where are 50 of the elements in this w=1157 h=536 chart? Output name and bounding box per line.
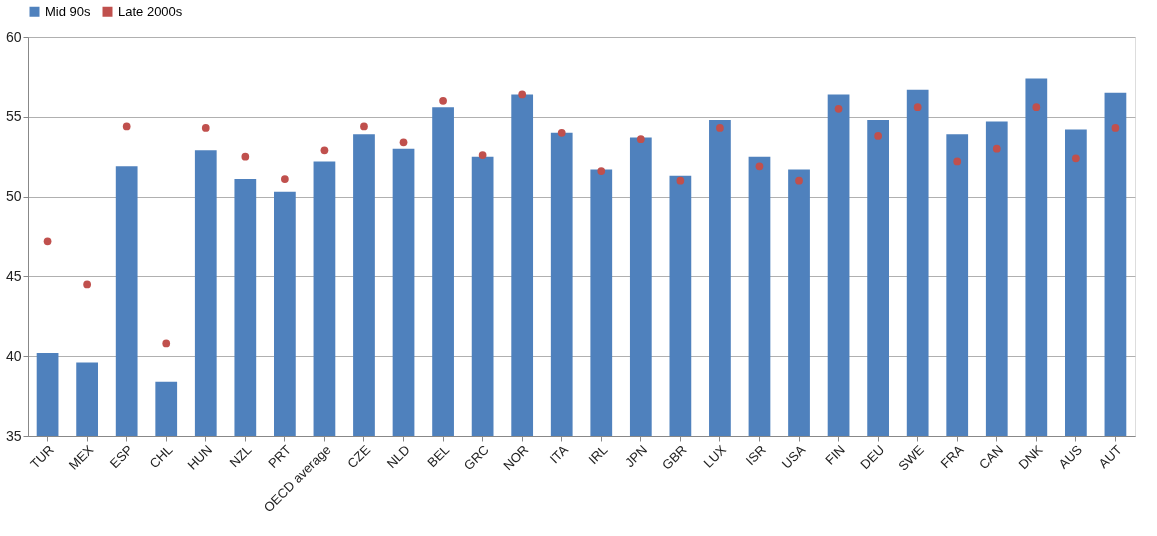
point (636, 135, 645, 144)
x-tick-label: ESP (106, 442, 136, 472)
point (201, 124, 210, 132)
point (992, 144, 1001, 153)
legend-label: Mid 90s (45, 3, 92, 19)
point (1072, 154, 1080, 163)
x-tick-label: TUR (27, 442, 57, 472)
x-tick-label: FIN (822, 442, 848, 468)
point (399, 138, 408, 147)
point (360, 122, 368, 131)
x-tick-label: CHL (146, 442, 176, 472)
x-tick-label: BEL (424, 442, 453, 471)
point (953, 157, 962, 166)
point (281, 175, 289, 183)
point (716, 124, 724, 132)
legend-label: Late 2000s (118, 3, 183, 19)
x-tick-label: ISR (742, 442, 769, 469)
point (439, 96, 447, 105)
point (834, 104, 843, 113)
point (1032, 103, 1041, 112)
point (478, 151, 487, 159)
y-tick-label: 45 (5, 267, 22, 284)
y-tick-label: 50 (5, 188, 22, 205)
x-tick-label: JPN (622, 442, 651, 471)
x-tick-label: IRL (585, 442, 611, 467)
x-tick-label: NLD (383, 442, 413, 472)
y-tick-label: 35 (5, 427, 22, 444)
x-tick-label: ITA (546, 441, 572, 467)
point (162, 339, 171, 348)
x-tick-label: FRA (937, 441, 967, 472)
point (795, 176, 803, 185)
y-tick-label: 40 (5, 347, 22, 364)
x-tick-label: CZE (344, 441, 374, 472)
point (676, 176, 685, 185)
y-tick-label: 60 (5, 28, 22, 45)
point (241, 152, 250, 161)
point (518, 90, 527, 99)
x-tick-label: USA (778, 441, 809, 472)
point (320, 146, 329, 155)
point (1111, 124, 1120, 132)
point (913, 103, 922, 112)
point (557, 128, 566, 137)
x-tick-label: NZL (226, 442, 255, 471)
point (874, 132, 882, 140)
point (83, 280, 91, 289)
point (43, 237, 52, 246)
point (755, 162, 764, 171)
point (597, 167, 606, 175)
y-tick-label: 55 (5, 108, 22, 125)
point (122, 122, 131, 131)
